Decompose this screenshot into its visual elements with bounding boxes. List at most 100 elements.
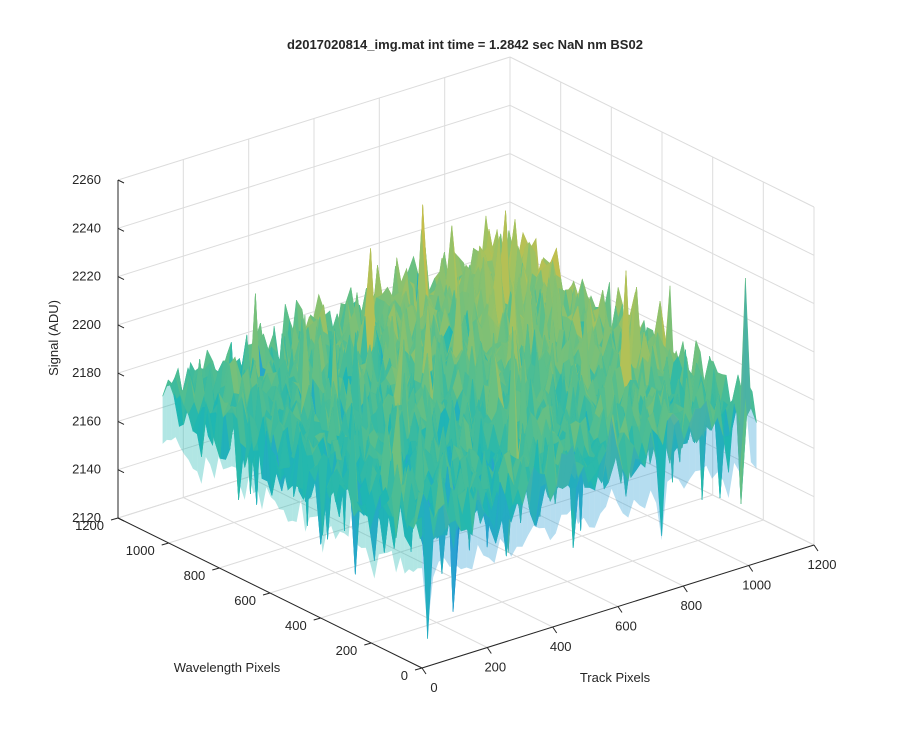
- y-tick-mark: [414, 667, 423, 671]
- z-tick-label: 2140: [72, 462, 101, 477]
- surface-skirt: [300, 437, 306, 532]
- surface-skirt: [622, 469, 629, 518]
- surface-skirt: [656, 459, 662, 541]
- surface-skirt: [572, 445, 579, 525]
- surface-skirt: [253, 441, 258, 494]
- y-tick-label: 800: [184, 568, 206, 583]
- wall-grid-line: [509, 201, 815, 353]
- z-tick-label: 2220: [72, 269, 101, 284]
- z-tick-mark: [117, 420, 125, 425]
- surface-skirt: [378, 506, 384, 555]
- z-tick-mark: [117, 517, 125, 522]
- surface-skirt: [717, 417, 724, 481]
- y-tick-mark: [212, 567, 220, 571]
- surface-skirt: [706, 400, 712, 479]
- y-tick-label: 0: [401, 668, 408, 683]
- surface-skirt: [561, 453, 567, 515]
- surface-skirt: [417, 516, 422, 569]
- y-tick-mark: [110, 517, 119, 521]
- surface-skirt: [516, 503, 523, 547]
- surface-skirt: [455, 520, 461, 570]
- surface-skirt: [589, 487, 595, 528]
- surface-skirt: [400, 505, 405, 574]
- surface-skirt: [236, 407, 241, 487]
- surface-skirt: [387, 496, 392, 553]
- surface-skirt: [583, 466, 590, 528]
- wall-grid-line: [117, 153, 511, 278]
- wall-grid-line: [117, 56, 511, 181]
- surface-skirt: [279, 468, 284, 510]
- y-tick-label: 600: [234, 593, 256, 608]
- surface-skirt: [600, 451, 606, 514]
- surface-skirt: [645, 432, 651, 509]
- surface-skirt: [309, 467, 314, 518]
- surface-skirt: [175, 376, 180, 447]
- surface-patch: [417, 494, 428, 639]
- x-tick-mark: [748, 565, 754, 572]
- surface-skirt: [344, 485, 349, 537]
- surface-skirt: [628, 446, 634, 518]
- surface-skirt: [567, 445, 573, 515]
- x-tick-label: 1200: [808, 557, 837, 572]
- y-tick-label: 400: [285, 618, 307, 633]
- surface-skirt: [555, 453, 562, 534]
- wall-grid-line: [509, 104, 815, 256]
- surface-skirt: [672, 413, 679, 480]
- surface-skirt: [689, 408, 696, 480]
- surface-skirt: [477, 487, 484, 556]
- x-tick-label: 1000: [742, 578, 771, 593]
- surface-skirt: [352, 406, 358, 545]
- y-tick-mark: [262, 592, 271, 596]
- surface-skirt: [318, 463, 323, 553]
- surface-skirt: [257, 441, 262, 510]
- y-tick-mark: [313, 617, 321, 621]
- surface-skirt: [171, 376, 176, 441]
- surface-skirt: [483, 510, 489, 558]
- surface-skirt: [711, 417, 718, 479]
- y-tick-mark: [161, 542, 169, 546]
- z-tick-label: 2260: [72, 172, 101, 187]
- surface-skirt: [313, 463, 319, 517]
- z-tick-label: 2120: [72, 510, 101, 525]
- y-tick-mark: [364, 642, 372, 646]
- x-tick-mark: [486, 647, 492, 654]
- wall-grid-line: [509, 153, 815, 305]
- x-tick-label: 800: [680, 598, 702, 613]
- surface-skirt: [391, 496, 397, 573]
- surface-skirt: [266, 431, 271, 497]
- surface-skirt: [288, 485, 293, 522]
- surface-skirt: [413, 519, 418, 572]
- z-tick-label: 2180: [72, 365, 101, 380]
- surface-skirt: [728, 403, 735, 498]
- surface-skirt: [544, 474, 551, 541]
- wall-grid-line: [117, 201, 511, 326]
- surface-skirt: [639, 459, 645, 509]
- surface-skirt: [348, 406, 353, 537]
- surface-skirt: [357, 501, 362, 548]
- surface-skirt: [322, 488, 327, 553]
- chart-title: d2017020814_img.mat int time = 1.2842 se…: [287, 37, 643, 52]
- surface-skirt: [162, 385, 167, 444]
- z-tick-label: 2160: [72, 413, 101, 428]
- surface-skirt: [427, 538, 434, 639]
- surface-skirt: [210, 413, 215, 479]
- x-tick-label: 0: [430, 680, 437, 695]
- z-tick-label: 2240: [72, 220, 101, 235]
- x-tick-mark: [682, 585, 688, 593]
- surface-skirt: [292, 485, 297, 522]
- surface-skirt: [527, 466, 534, 536]
- surface-skirt: [500, 482, 506, 546]
- surface-skirt: [438, 503, 445, 562]
- z-tick-mark: [117, 227, 125, 232]
- y-tick-label: 200: [336, 643, 358, 658]
- surface-skirt: [617, 446, 623, 514]
- surface-skirt: [374, 510, 379, 579]
- x-axis-label: Track Pixels: [580, 670, 651, 685]
- surface-skirt: [326, 476, 332, 531]
- y-tick-label: 1000: [126, 543, 155, 558]
- surface-skirt: [283, 468, 288, 522]
- surface-skirt: [335, 484, 340, 540]
- surface-skirt: [472, 487, 478, 570]
- y-tick-label: 1200: [75, 518, 104, 533]
